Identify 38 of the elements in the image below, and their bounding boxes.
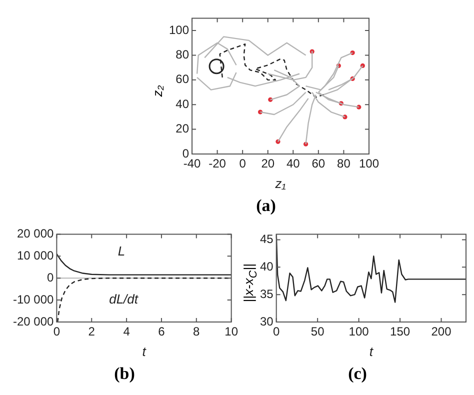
y-tick-label: 20 000 xyxy=(16,226,54,241)
x-tick-label: 100 xyxy=(358,156,380,171)
y-tick-label: 40 xyxy=(260,259,274,274)
x-tick-label: 40 xyxy=(286,156,300,171)
x-tick-label: 80 xyxy=(337,156,351,171)
x-axis-title: t xyxy=(142,344,148,359)
y-tick-label: 30 xyxy=(260,314,274,328)
text: (b) xyxy=(113,364,136,384)
y-tick-label: 0 xyxy=(47,270,54,284)
x-tick-label: 0 xyxy=(239,156,246,171)
y-tick-label: -20 000 xyxy=(12,314,54,328)
x-tick-label: 60 xyxy=(312,156,326,171)
y-tick-label: 100 xyxy=(168,22,190,37)
x-tick-label: 10 xyxy=(224,324,238,339)
x-tick-label: 150 xyxy=(390,324,410,339)
y-tick-label: 20 xyxy=(176,122,190,136)
x-axis-title: t xyxy=(369,344,374,359)
x-axis-title: z₁ xyxy=(274,176,286,191)
x-tick-label: 8 xyxy=(193,324,200,339)
x-tick-label: 2 xyxy=(88,324,96,339)
y-tick-label: 10 000 xyxy=(16,248,54,262)
y-axis-title: z₂ xyxy=(150,85,166,97)
x-tick-label: 4 xyxy=(123,324,130,339)
y-tick-label: 60 xyxy=(176,72,190,86)
annotation: dL/dt xyxy=(109,292,140,307)
annotation: L xyxy=(118,243,126,258)
x-tick-label: 100 xyxy=(348,324,370,339)
x-tick-label: 6 xyxy=(158,324,166,339)
y-tick-label: 40 xyxy=(176,96,190,111)
y-tick-label: 45 xyxy=(260,232,274,246)
y-tick-label: -10 000 xyxy=(12,292,54,306)
x-tick-label: 50 xyxy=(310,324,325,339)
text: (a) xyxy=(255,196,277,216)
y-tick-label: 80 xyxy=(176,48,190,62)
text: (c) xyxy=(347,364,368,384)
x-tick-label: -20 xyxy=(208,156,226,171)
x-tick-label: 200 xyxy=(431,324,452,339)
y-tick-label: 35 xyxy=(260,286,274,301)
